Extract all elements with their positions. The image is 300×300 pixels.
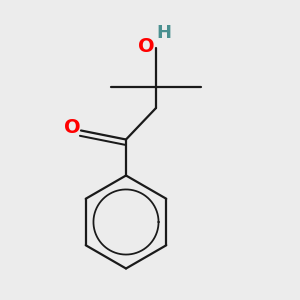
Text: O: O — [138, 37, 155, 56]
Text: O: O — [64, 118, 80, 137]
Text: H: H — [156, 24, 171, 42]
